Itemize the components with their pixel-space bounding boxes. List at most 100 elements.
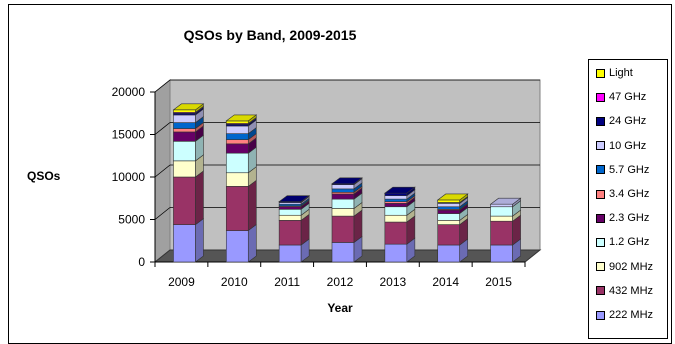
- legend-label: 24 GHz: [609, 115, 647, 128]
- gridline: [154, 207, 171, 220]
- y-tick-label: 5000: [118, 213, 145, 227]
- bar-segment: [437, 209, 461, 214]
- legend-swatch: [596, 310, 605, 320]
- legend-label: 10 GHz: [609, 139, 647, 152]
- bar-segment: [437, 206, 461, 210]
- bar-segment: [225, 143, 249, 154]
- legend-item: 2.3 GHz: [596, 211, 649, 225]
- legend-label: Light: [609, 67, 633, 79]
- bar-segment: [384, 203, 408, 208]
- legend-swatch: [596, 92, 605, 102]
- bar-segment: [384, 192, 408, 196]
- bar-segment: [225, 139, 249, 145]
- legend-label: 2.3 GHz: [609, 212, 650, 225]
- bar-segment: [331, 198, 355, 209]
- bar-segment: [490, 244, 513, 263]
- gridline: [154, 164, 171, 178]
- x-tick-label: 2011: [274, 275, 300, 289]
- legend-item: 432 MHz: [596, 284, 653, 298]
- legend-item: 5.7 GHz: [596, 163, 649, 177]
- bar-segment: [437, 244, 461, 263]
- x-tick-label: 2015: [485, 275, 512, 289]
- legend-label: 1.2 GHz: [609, 236, 650, 249]
- bar-top: [436, 193, 469, 201]
- bar-segment: [173, 141, 196, 162]
- legend-swatch: [596, 165, 605, 175]
- legend-swatch: [596, 237, 605, 247]
- legend-item: 47 GHz: [596, 90, 646, 104]
- bar-segment: [173, 160, 196, 178]
- bar-segment: [437, 199, 461, 203]
- bar-segment: [225, 125, 249, 134]
- y-tick-label: 20000: [112, 85, 146, 99]
- bar-segment: [437, 213, 461, 221]
- legend-label: 902 MHz: [609, 260, 654, 273]
- legend-item: 24 GHz: [596, 114, 646, 128]
- bar-segment: [331, 193, 355, 200]
- bar-segment: [331, 188, 355, 193]
- bar-segment: [331, 215, 355, 243]
- chart-title: QSOs by Band, 2009-2015: [183, 27, 357, 43]
- bar-segment: [225, 120, 249, 124]
- legend-swatch: [596, 116, 605, 126]
- bar-segment: [173, 131, 196, 142]
- legend-swatch: [596, 213, 605, 223]
- legend-swatch: [596, 286, 605, 296]
- legend-item: 3.4 GHz: [596, 187, 649, 201]
- bar-segment-side: [195, 170, 204, 226]
- bar-segment: [278, 214, 302, 221]
- x-tick-label: 2014: [432, 275, 459, 289]
- legend-swatch: [596, 262, 605, 272]
- bar-segment: [278, 209, 302, 216]
- legend-label: 432 MHz: [609, 284, 654, 297]
- bar-segment: [225, 230, 249, 263]
- legend-item: 10 GHz: [596, 139, 646, 153]
- bar-segment: [278, 220, 302, 246]
- bar-segment: [384, 243, 408, 263]
- legend-label: 3.4 GHz: [609, 188, 650, 200]
- x-tick-label: 2012: [327, 275, 354, 289]
- x-axis-label: Year: [327, 301, 353, 315]
- bar-segment-side: [247, 223, 257, 263]
- bar-segment: [384, 214, 408, 223]
- bar-segment: [173, 114, 196, 123]
- bar-segment: [225, 172, 249, 187]
- bar-segment-side: [195, 218, 204, 263]
- x-tick-label: 2010: [221, 275, 248, 289]
- y-axis-label: QSOs: [27, 169, 61, 183]
- legend-label: 5.7 GHz: [609, 163, 650, 176]
- bar-top: [331, 177, 363, 185]
- gridline: [154, 122, 171, 135]
- bar-segment: [331, 184, 355, 190]
- bar-segment: [384, 221, 408, 245]
- bar-segment: [490, 220, 513, 246]
- bar-top: [225, 114, 258, 122]
- legend-swatch: [596, 189, 605, 199]
- legend-item: 222 MHz: [596, 308, 653, 322]
- bar-top: [278, 195, 311, 202]
- legend-item: Light: [596, 66, 633, 80]
- legend-item: 1.2 GHz: [596, 235, 649, 249]
- legend-swatch: [596, 68, 605, 78]
- x-tick-label: 2013: [380, 275, 407, 289]
- bar-segment: [278, 244, 302, 263]
- y-tick-label: 0: [138, 255, 145, 269]
- legend-label: 222 MHz: [609, 309, 654, 321]
- bar-segment: [331, 242, 355, 263]
- legend-swatch: [596, 141, 605, 151]
- legend-item: 902 MHz: [596, 260, 653, 274]
- bar-segment: [173, 109, 196, 113]
- bar-segment: [173, 224, 196, 263]
- bar-segment: [384, 206, 408, 216]
- bar-segment: [173, 176, 196, 225]
- x-tick-label: 2009: [168, 275, 195, 289]
- bar-segment: [384, 198, 408, 202]
- bar-segment: [278, 206, 302, 210]
- bar-segment: [384, 195, 408, 200]
- legend-label: 47 GHz: [609, 91, 647, 104]
- bar-segment: [225, 133, 249, 140]
- bar-segment: [225, 186, 249, 231]
- y-tick-label: 10000: [112, 170, 146, 184]
- bar-segment: [437, 224, 461, 246]
- bar-top: [172, 103, 205, 111]
